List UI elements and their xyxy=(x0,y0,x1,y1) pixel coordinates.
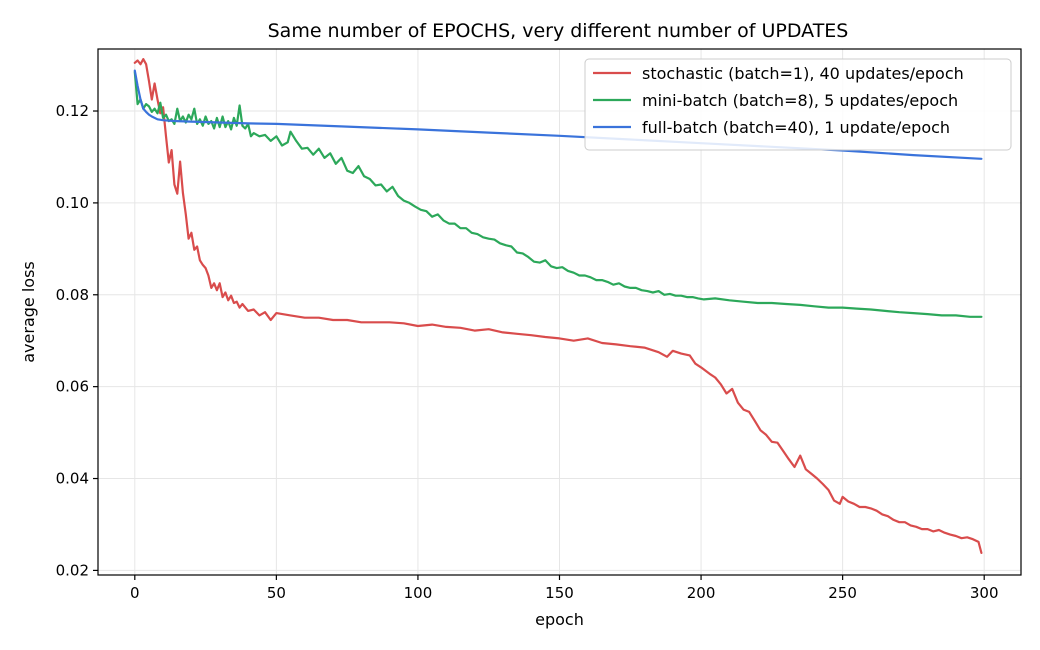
x-tick-label: 250 xyxy=(828,584,857,602)
axis-ticks: 0 50 100 150 200 250 300 0.02 0.04 0.06 0.08 0.10 0.… xyxy=(56,102,999,602)
x-tick-label: 150 xyxy=(545,584,574,602)
y-tick-label: 0.10 xyxy=(56,194,89,212)
x-tick-label: 50 xyxy=(267,584,286,602)
legend-label: full-batch (batch=40), 1 update/epoch xyxy=(642,118,950,137)
y-tick-label: 0.04 xyxy=(56,470,89,488)
chart-title: Same number of EPOCHS, very different nu… xyxy=(268,20,849,42)
y-tick-label: 0.12 xyxy=(56,102,89,120)
x-tick-label: 100 xyxy=(404,584,433,602)
legend: stochastic (batch=1), 40 updates/epoch mi… xyxy=(584,58,1012,151)
y-tick-label: 0.02 xyxy=(56,561,89,579)
series-line-2 xyxy=(133,70,983,318)
x-tick-label: 200 xyxy=(687,584,716,602)
legend-box xyxy=(584,58,1012,151)
x-tick-label: 0 xyxy=(130,584,140,602)
y-tick-label: 0.08 xyxy=(56,286,89,304)
legend-label: mini-batch (batch=8), 5 updates/epoch xyxy=(642,91,958,110)
legend-label: stochastic (batch=1), 40 updates/epoch xyxy=(642,64,964,83)
y-tick-label: 0.06 xyxy=(56,378,89,396)
y-axis-label: average loss xyxy=(19,261,38,363)
x-tick-label: 300 xyxy=(970,584,999,602)
x-axis-label: epoch xyxy=(535,610,584,629)
series-line-1 xyxy=(133,58,983,554)
